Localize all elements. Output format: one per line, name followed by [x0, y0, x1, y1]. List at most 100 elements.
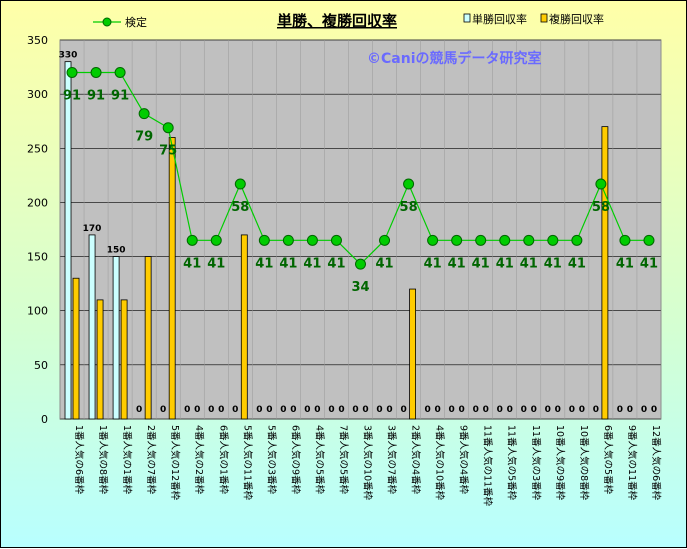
x-tick-label: 1番人気の1番枠 [121, 425, 133, 495]
test-marker [403, 178, 415, 190]
y-tick-label: 100 [27, 305, 48, 318]
test-value-label: 91 [63, 88, 81, 103]
bar-label-zero: 0 [232, 405, 238, 415]
x-tick-label: 9番人気の11番枠 [626, 425, 638, 501]
test-marker [114, 66, 126, 78]
bar-label-zero: 0 [194, 405, 200, 415]
x-tick-label: 2番人気の4番枠 [410, 425, 422, 495]
legend-swatch-tansho [463, 13, 471, 23]
bar-label-zero: 0 [280, 405, 286, 415]
bar-fukusho [144, 256, 152, 420]
legend-marker-icon [102, 17, 112, 27]
x-tick-label: 11番人気の3番枠 [530, 425, 542, 501]
test-marker [643, 234, 655, 246]
bar-label-zero: 0 [555, 405, 561, 415]
test-value-label: 41 [255, 256, 273, 271]
test-value-label: 79 [135, 130, 153, 145]
legend-label-fukusho: 複勝回収率 [549, 12, 604, 26]
plot-area [59, 39, 662, 420]
test-marker [66, 66, 78, 78]
bar-label-zero: 0 [218, 405, 224, 415]
x-tick-label: 1番人気の8番枠 [97, 425, 109, 495]
legend-label-tansho: 単勝回収率 [472, 12, 527, 26]
bar-fukusho [240, 234, 248, 420]
test-value-label: 41 [472, 256, 490, 271]
test-marker [595, 178, 607, 190]
bar-label-zero: 0 [136, 405, 142, 415]
bar-label-zero: 0 [352, 405, 358, 415]
test-value-label: 41 [616, 256, 634, 271]
legend-swatch-fukusho [540, 13, 548, 23]
x-axis-ticks: 1番人気の6番枠 1番人気の8番枠 1番人気の1番枠 2番人気の7番枠 5番人気の12番… [73, 425, 662, 507]
test-value-label: 41 [544, 256, 562, 271]
bar-fukusho [409, 288, 416, 420]
y-tick-label: 300 [27, 88, 48, 101]
bar-label-zero: 0 [314, 405, 320, 415]
test-value-label: 41 [496, 256, 514, 271]
x-tick-label: 6番人気の1番枠 [217, 425, 229, 495]
grid-lines [59, 39, 662, 420]
test-value-label: 41 [207, 256, 225, 271]
bar-label-zero: 0 [160, 405, 166, 415]
legend: 検定 単勝回収率 複勝回収率 [93, 12, 604, 29]
chart-title: 単勝、複勝回収率 [277, 12, 397, 30]
x-tick-label: 11番人気の11番枠 [482, 425, 494, 507]
bars [64, 61, 609, 420]
test-marker [210, 234, 222, 246]
bar-label-tansho: 150 [107, 246, 126, 256]
test-value-label: 41 [448, 256, 466, 271]
test-marker [162, 122, 174, 134]
x-tick-label: 9番人気の4番枠 [458, 425, 470, 495]
bar-tansho [88, 234, 96, 420]
bar-label-zero: 0 [449, 405, 455, 415]
bar-label-tansho: 330 [59, 51, 78, 61]
bar-label-zero: 0 [545, 405, 551, 415]
x-tick-label: 5番人気の12番枠 [169, 425, 181, 501]
test-marker [306, 234, 318, 246]
test-marker [258, 234, 270, 246]
bar-fukusho [168, 137, 176, 420]
test-value-label: 41 [520, 256, 538, 271]
x-tick-label: 6番人気の5番枠 [602, 425, 614, 495]
test-marker [475, 234, 487, 246]
bar-label-zero: 0 [627, 405, 633, 415]
test-marker [427, 234, 439, 246]
x-tick-label: 6番人気の9番枠 [289, 425, 301, 495]
test-marker [355, 258, 366, 270]
bar-label-zero: 0 [400, 405, 406, 415]
test-value-label: 41 [424, 256, 442, 271]
legend-label-test: 検定 [125, 15, 147, 29]
test-value-label: 75 [159, 144, 177, 159]
bar-label-zero: 0 [338, 405, 344, 415]
bar-label-zero: 0 [434, 405, 440, 415]
bar-label-zero: 0 [569, 405, 575, 415]
test-value-label: 91 [111, 88, 129, 103]
x-tick-label: 7番人気の5番枠 [337, 425, 349, 495]
y-axis-ticks: 0 50 100 150 200 250 300 350 [27, 34, 48, 426]
bar-label-zero: 0 [386, 405, 392, 415]
bar-label-zero: 0 [266, 405, 272, 415]
bar-label-zero: 0 [328, 405, 334, 415]
bar-tansho [64, 61, 72, 420]
bar-label-zero: 0 [641, 405, 647, 415]
y-tick-label: 250 [27, 142, 48, 155]
test-value-label: 41 [279, 256, 297, 271]
test-marker [547, 234, 559, 246]
x-tick-label: 5番人気の11番枠 [241, 425, 253, 501]
x-tick-label: 5番人気の3番枠 [265, 425, 277, 495]
bar-label-zero: 0 [579, 405, 585, 415]
bar-label-zero: 0 [208, 405, 214, 415]
bar-label-zero: 0 [497, 405, 503, 415]
test-marker [186, 234, 198, 246]
test-value-label: 41 [303, 256, 321, 271]
bar-label-tansho: 170 [83, 224, 102, 234]
bar-label-zero: 0 [184, 405, 190, 415]
test-line-series [66, 66, 655, 270]
bar-label-zero: 0 [376, 405, 382, 415]
test-value-label: 58 [400, 200, 418, 215]
bar-label-zero: 0 [459, 405, 465, 415]
y-tick-label: 0 [41, 413, 48, 426]
bar-label-zero: 0 [256, 405, 262, 415]
x-tick-label: 4番人気の10番枠 [434, 425, 446, 501]
